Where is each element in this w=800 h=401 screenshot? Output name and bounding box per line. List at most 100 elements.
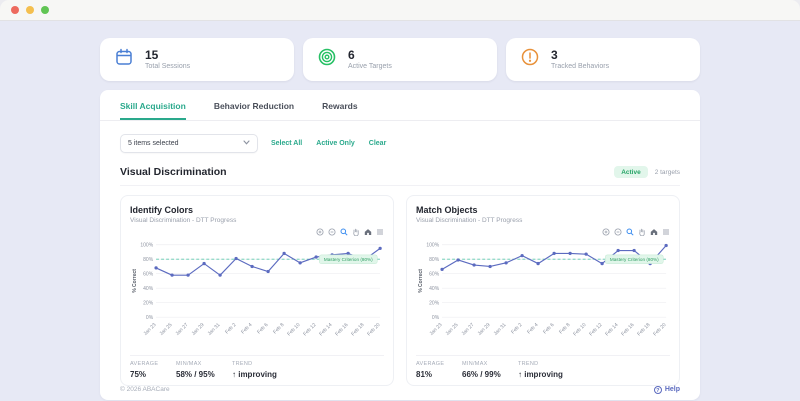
svg-text:Jan 27: Jan 27 bbox=[461, 322, 476, 337]
main-panel: Skill Acquisition Behavior Reduction Rew… bbox=[100, 90, 700, 400]
svg-text:Jan 31: Jan 31 bbox=[493, 322, 508, 337]
panel-footer: © 2026 ABACare ? Help bbox=[100, 385, 700, 401]
zoom-in-icon[interactable] bbox=[316, 228, 324, 236]
chart-subtitle: Visual Discrimination - DTT Progress bbox=[416, 217, 523, 224]
svg-text:20%: 20% bbox=[429, 300, 440, 306]
svg-text:Feb 10: Feb 10 bbox=[572, 322, 587, 337]
zoom-in-icon[interactable] bbox=[602, 228, 610, 236]
filter-bar: 5 items selected Select All Active Only … bbox=[100, 121, 700, 153]
svg-text:40%: 40% bbox=[429, 286, 440, 292]
average-value: 81% bbox=[416, 369, 433, 379]
svg-text:Feb 14: Feb 14 bbox=[604, 322, 619, 337]
search-icon[interactable] bbox=[626, 228, 634, 236]
active-only-link[interactable]: Active Only bbox=[316, 140, 355, 147]
minmax-value: 66% / 99% bbox=[462, 369, 501, 379]
svg-text:100%: 100% bbox=[426, 242, 439, 248]
zoom-window-button[interactable] bbox=[41, 6, 49, 14]
svg-text:Jan 25: Jan 25 bbox=[159, 322, 174, 337]
pan-icon[interactable] bbox=[638, 228, 646, 236]
chart-stats: AVERAGE 75% MIN/MAX 58% / 95% TREND ↑ im… bbox=[130, 355, 384, 379]
menu-icon[interactable] bbox=[376, 228, 384, 236]
svg-text:Jan 29: Jan 29 bbox=[191, 322, 206, 337]
svg-text:60%: 60% bbox=[143, 271, 154, 277]
svg-text:Mastery Criterion (80%): Mastery Criterion (80%) bbox=[610, 257, 659, 262]
svg-text:20%: 20% bbox=[143, 300, 154, 306]
charts-grid: Identify Colors Visual Discrimination - … bbox=[100, 186, 700, 386]
targets-count: 2 targets bbox=[654, 168, 680, 176]
total-sessions-label: Total Sessions bbox=[145, 63, 191, 71]
average-label: AVERAGE bbox=[130, 361, 159, 367]
app-content: 15 Total Sessions 6 Active Targ bbox=[0, 21, 800, 401]
trend-label: TREND bbox=[518, 361, 539, 367]
tracked-behaviors-label: Tracked Behaviors bbox=[551, 63, 610, 71]
svg-text:Feb 8: Feb 8 bbox=[272, 322, 285, 335]
svg-text:Jan 23: Jan 23 bbox=[429, 322, 444, 337]
alert-circle-icon bbox=[520, 47, 540, 72]
tab-rewards[interactable]: Rewards bbox=[322, 101, 358, 111]
trend-value: ↑ improving bbox=[518, 369, 563, 379]
chart-card-identify-colors: Identify Colors Visual Discrimination - … bbox=[120, 195, 394, 386]
svg-text:Mastery Criterion (80%): Mastery Criterion (80%) bbox=[324, 257, 373, 262]
average-label: AVERAGE bbox=[416, 361, 445, 367]
svg-text:Feb 20: Feb 20 bbox=[366, 322, 381, 337]
select-all-link[interactable]: Select All bbox=[271, 140, 303, 147]
svg-text:Jan 25: Jan 25 bbox=[445, 322, 460, 337]
average-value: 75% bbox=[130, 369, 147, 379]
help-link[interactable]: ? Help bbox=[653, 385, 680, 394]
svg-text:Feb 6: Feb 6 bbox=[256, 322, 269, 335]
zoom-out-icon[interactable] bbox=[328, 228, 336, 236]
stat-card-tracked-behaviors: 3 Tracked Behaviors bbox=[506, 38, 700, 81]
svg-text:Feb 18: Feb 18 bbox=[636, 322, 651, 337]
svg-text:Feb 4: Feb 4 bbox=[240, 322, 253, 335]
menu-icon[interactable] bbox=[662, 228, 670, 236]
svg-text:Feb 16: Feb 16 bbox=[334, 322, 349, 337]
svg-text:60%: 60% bbox=[429, 271, 440, 277]
svg-text:Feb 14: Feb 14 bbox=[318, 322, 333, 337]
tracked-behaviors-value: 3 bbox=[551, 47, 558, 62]
close-window-button[interactable] bbox=[11, 6, 19, 14]
home-icon[interactable] bbox=[650, 228, 658, 236]
targets-select-dropdown[interactable]: 5 items selected bbox=[120, 134, 258, 153]
stat-card-active-targets: 6 Active Targets bbox=[303, 38, 497, 81]
svg-text:0%: 0% bbox=[432, 315, 440, 321]
active-targets-value: 6 bbox=[348, 47, 355, 62]
stats-row: 15 Total Sessions 6 Active Targ bbox=[100, 38, 700, 81]
dropdown-value: 5 items selected bbox=[128, 140, 179, 147]
minmax-label: MIN/MAX bbox=[176, 361, 202, 367]
svg-text:40%: 40% bbox=[143, 286, 154, 292]
active-targets-label: Active Targets bbox=[348, 63, 392, 71]
active-status-badge: Active bbox=[614, 166, 648, 178]
search-icon[interactable] bbox=[340, 228, 348, 236]
svg-text:% Correct: % Correct bbox=[132, 269, 138, 293]
section-header: Visual Discrimination Active 2 targets bbox=[120, 153, 680, 186]
svg-text:Jan 23: Jan 23 bbox=[143, 322, 158, 337]
svg-text:Jan 29: Jan 29 bbox=[477, 322, 492, 337]
clear-link[interactable]: Clear bbox=[368, 140, 387, 147]
section-title: Visual Discrimination bbox=[120, 166, 227, 178]
pan-icon[interactable] bbox=[352, 228, 360, 236]
tab-behavior-reduction[interactable]: Behavior Reduction bbox=[213, 101, 295, 111]
chart-toolbar bbox=[416, 227, 670, 236]
zoom-out-icon[interactable] bbox=[614, 228, 622, 236]
svg-text:Feb 4: Feb 4 bbox=[526, 322, 539, 335]
chart-toolbar bbox=[130, 227, 384, 236]
calendar-icon bbox=[114, 47, 134, 72]
svg-text:100%: 100% bbox=[140, 242, 153, 248]
trend-label: TREND bbox=[232, 361, 253, 367]
home-icon[interactable] bbox=[364, 228, 372, 236]
svg-text:Jan 27: Jan 27 bbox=[175, 322, 190, 337]
window-titlebar bbox=[0, 0, 800, 21]
svg-text:% Correct: % Correct bbox=[418, 269, 424, 293]
help-label: Help bbox=[664, 386, 680, 393]
svg-text:Feb 20: Feb 20 bbox=[652, 322, 667, 337]
copyright-text: © 2026 ABACare bbox=[120, 386, 170, 393]
trend-value: ↑ improving bbox=[232, 369, 277, 379]
svg-text:Feb 16: Feb 16 bbox=[620, 322, 635, 337]
chevron-down-icon bbox=[243, 140, 250, 147]
stat-card-total-sessions: 15 Total Sessions bbox=[100, 38, 294, 81]
minimize-window-button[interactable] bbox=[26, 6, 34, 14]
tab-skill-acquisition[interactable]: Skill Acquisition bbox=[120, 90, 186, 120]
chart-subtitle: Visual Discrimination - DTT Progress bbox=[130, 217, 237, 224]
